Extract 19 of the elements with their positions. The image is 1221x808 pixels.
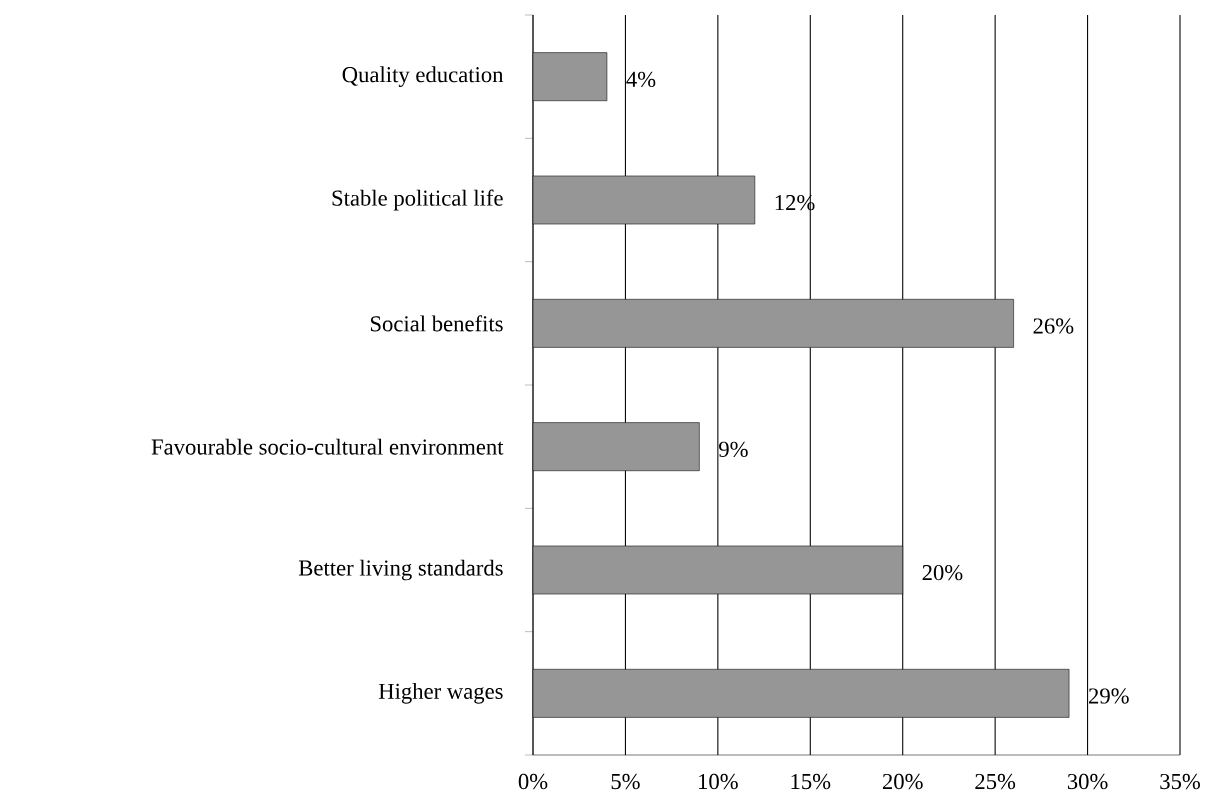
x-tick-label: 35% (1160, 773, 1200, 790)
y-tick-label: Quality education (342, 66, 504, 87)
data-label: 9% (719, 441, 748, 458)
y-tick-label: Higher wages (378, 683, 503, 704)
data-label: 26% (1033, 318, 1074, 334)
data-label: 4% (626, 71, 656, 88)
x-tick-label: 15% (791, 773, 831, 790)
x-tick-label: 20% (882, 773, 923, 790)
y-tick-label: Stable political life (332, 189, 503, 211)
x-tick-label: 5% (611, 773, 640, 790)
y-tick-label: Better living standards (298, 559, 503, 581)
data-label: 20% (922, 564, 963, 581)
x-tick-label: 25% (975, 773, 1016, 790)
x-tick-label: 10% (699, 773, 738, 790)
y-tick-label: Favourable socio-cultural environment (151, 438, 504, 455)
data-label: 29% (1089, 688, 1129, 704)
x-tick-label: 30% (1067, 773, 1108, 790)
x-tick-label: 0% (518, 773, 548, 790)
y-tick-label: Social benefits (370, 315, 503, 332)
